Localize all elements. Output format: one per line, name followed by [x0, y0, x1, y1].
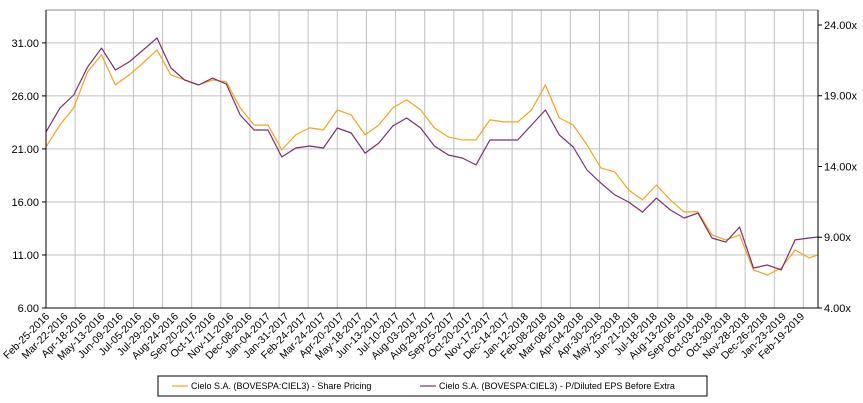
series-lines	[45, 37, 819, 276]
gridlines	[46, 9, 818, 308]
series-line-share-price	[45, 49, 819, 276]
left-tick-label: 31.00	[11, 38, 39, 50]
series-line-pe-ratio	[45, 37, 819, 271]
right-tick-label: 9.00x	[824, 232, 851, 244]
right-tick-label: 4.00x	[824, 303, 851, 315]
left-tick-label: 6.00	[18, 303, 39, 315]
axes: 6.00 11.00 16.00 21.00 26.00 31.00 4.00x 9.00x 1…	[1, 10, 858, 363]
legend-label: Cielo S.A. (BOVESPA:CIEL3) - P/Diluted E…	[439, 381, 675, 391]
right-tick-label: 19.00x	[824, 91, 858, 103]
legend-label: Cielo S.A. (BOVESPA:CIEL3) - Share Prici…	[191, 381, 371, 391]
left-tick-label: 21.00	[11, 144, 39, 156]
left-tick-label: 11.00	[12, 250, 39, 262]
left-tick-label: 16.00	[11, 197, 39, 209]
right-tick-label: 14.00x	[824, 161, 858, 173]
legend: Cielo S.A. (BOVESPA:CIEL3) - Share Prici…	[157, 375, 708, 397]
left-tick-label: 26.00	[11, 91, 39, 103]
right-tick-label: 24.00x	[824, 20, 858, 32]
